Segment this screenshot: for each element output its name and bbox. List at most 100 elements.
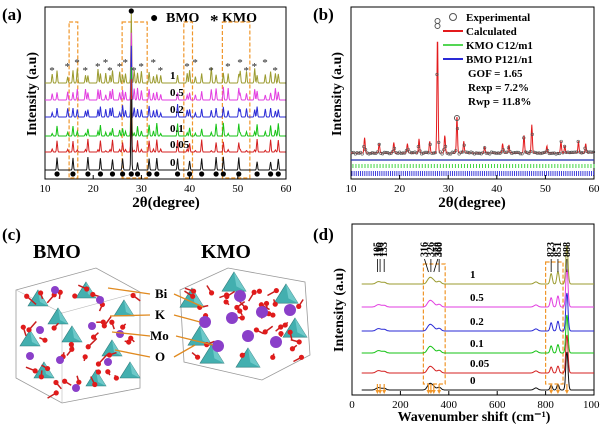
experimental-point [554,152,558,156]
experimental-point [562,144,567,148]
bmo-marker [120,171,126,177]
experimental-point [406,147,410,151]
oxygen-atom [270,354,276,360]
kmo-marker: * [65,61,71,73]
oxygen-atom [239,315,245,321]
experimental-point [443,144,448,149]
series-label-1: 1 [170,70,176,82]
oxygen-atom [90,291,96,298]
peak-label-116: 116 [375,243,386,257]
atom-label-bi: Bi [155,286,168,301]
oxygen-atom [273,287,279,294]
experimental-point [552,151,556,155]
peak-label-851: 851 [553,242,564,257]
oxygen-atom [208,290,215,296]
experimental-point [488,152,492,156]
x-tick-label: 20 [394,183,406,195]
xrd-trace-0 [45,99,286,171]
experimental-point [566,150,570,154]
experimental-point [355,151,359,155]
oxygen-atom [234,304,240,311]
experimental-point [532,150,536,154]
experimental-point [583,146,587,150]
kmo-marker: * [49,65,55,77]
experimental-point [365,151,369,155]
experimental-point [481,150,485,155]
x-tick-label: 60 [589,183,600,195]
raman-trace-0.05 [361,334,594,374]
experimental-point [411,151,415,155]
experimental-point [467,151,471,155]
experimental-point [491,150,495,155]
bmo-marker [174,171,181,177]
experimental-point [457,152,461,156]
experimental-point [452,150,456,155]
bmo-marker [199,171,205,177]
series-label-0: 0 [470,375,476,387]
experimental-point [518,152,522,156]
legend-kmo-phase-label: KMO C12/m1 [466,40,533,52]
panel-a-peak-markers: * * ** * ** * ** * ** * ** * ** * ** [49,8,281,177]
experimental-point [391,149,395,154]
bmo-marker [85,171,91,177]
kmo-marker: * [74,57,80,69]
xrd-trace-0.05 [45,79,286,153]
panel-a-frame [44,6,287,180]
experimental-point [551,151,555,155]
experimental-point [484,151,488,155]
oxygen-atom [282,322,288,328]
oxygen-atom [253,327,260,333]
x-tick-label: 50 [232,183,244,195]
oxygen-atom [76,379,82,385]
kmo-marker: * [262,57,268,69]
panel-d-series-labels: 1 0.5 0.2 0.1 0.05 0 [470,269,490,387]
experimental-point [418,149,422,153]
potassium-atom [199,316,211,328]
kmo-moo4-tetrahedron-face [248,348,260,368]
oxygen-atom [223,299,229,305]
panel-a: (a) ● BMO * KMO 10.50.20.10.050 * * ** * ** *… [2,5,292,211]
raman-trace-1 [361,244,594,285]
bismuth-atom [56,356,64,364]
experimental-point [350,151,354,155]
oxygen-atom [53,379,59,386]
experimental-point [432,151,436,155]
oxygen-atom [289,346,296,352]
experimental-point [547,151,551,156]
experimental-point [454,149,458,153]
experimental-point [539,151,543,156]
kmo-marker: * [131,65,137,77]
oxygen-atom [62,378,68,384]
highlight-box [544,261,564,385]
bmo-marker [236,171,242,177]
experimental-point [460,150,465,154]
stat-rexp: Rexp = 7.2% [468,82,529,94]
experimental-point [384,150,388,155]
x-tick-label: 600 [489,399,506,411]
panel-b-x-ticks: 10 20 30 40 50 60 [346,175,600,195]
oxygen-atom [242,305,249,311]
legend-kmo-label: KMO [222,11,257,26]
x-tick-label: 50 [540,183,552,195]
oxygen-atom [256,288,263,294]
peak-label-360: 360 [434,242,445,257]
experimental-point [409,151,414,155]
x-tick-label: 400 [441,399,458,411]
oxygen-atom [20,324,26,330]
peak-label-338: 338 [433,242,444,257]
peak-label-823: 823 [546,242,557,257]
panel-d-label: (d) [313,225,334,244]
oxygen-atom [106,352,113,358]
experimental-point [466,150,470,154]
bmo-marker [54,171,60,177]
bismuth-atom [104,358,112,366]
experimental-point [403,151,407,155]
experimental-point [528,149,533,154]
bmo-cell-outline [15,267,141,404]
oxygen-atom [278,331,284,337]
experimental-point [375,150,380,154]
experimental-point [500,150,504,154]
experimental-point [513,151,517,155]
oxygen-atom [53,390,59,396]
series-label-0.5: 0.5 [170,87,184,99]
